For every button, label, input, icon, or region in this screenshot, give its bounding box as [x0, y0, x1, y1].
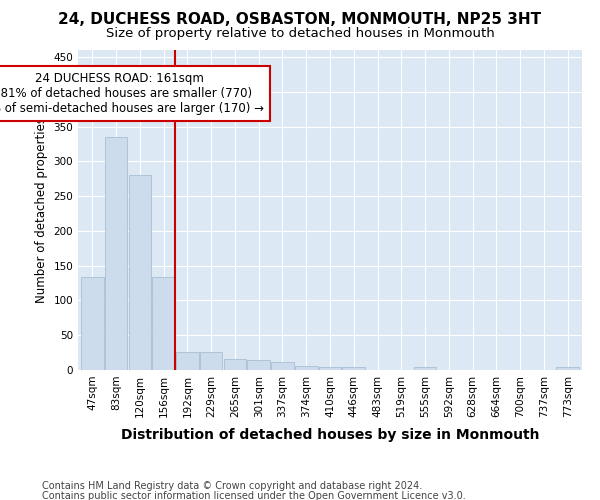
Bar	[295, 366, 317, 370]
Text: Contains HM Land Registry data © Crown copyright and database right 2024.: Contains HM Land Registry data © Crown c…	[42, 481, 422, 491]
Bar	[319, 366, 341, 370]
Bar	[247, 360, 270, 370]
Bar	[152, 278, 175, 370]
Y-axis label: Number of detached properties: Number of detached properties	[35, 117, 48, 303]
Bar	[224, 359, 246, 370]
Bar	[176, 352, 199, 370]
Text: Size of property relative to detached houses in Monmouth: Size of property relative to detached ho…	[106, 28, 494, 40]
Bar	[200, 352, 223, 370]
Bar	[556, 367, 579, 370]
Text: 24, DUCHESS ROAD, OSBASTON, MONMOUTH, NP25 3HT: 24, DUCHESS ROAD, OSBASTON, MONMOUTH, NP…	[58, 12, 542, 28]
X-axis label: Distribution of detached houses by size in Monmouth: Distribution of detached houses by size …	[121, 428, 539, 442]
Bar	[128, 175, 151, 370]
Bar	[343, 367, 365, 370]
Bar	[271, 362, 294, 370]
Text: Contains public sector information licensed under the Open Government Licence v3: Contains public sector information licen…	[42, 491, 466, 500]
Text: 24 DUCHESS ROAD: 161sqm
← 81% of detached houses are smaller (770)
18% of semi-d: 24 DUCHESS ROAD: 161sqm ← 81% of detache…	[0, 72, 264, 116]
Bar	[81, 277, 104, 370]
Bar	[414, 367, 436, 370]
Bar	[105, 137, 127, 370]
